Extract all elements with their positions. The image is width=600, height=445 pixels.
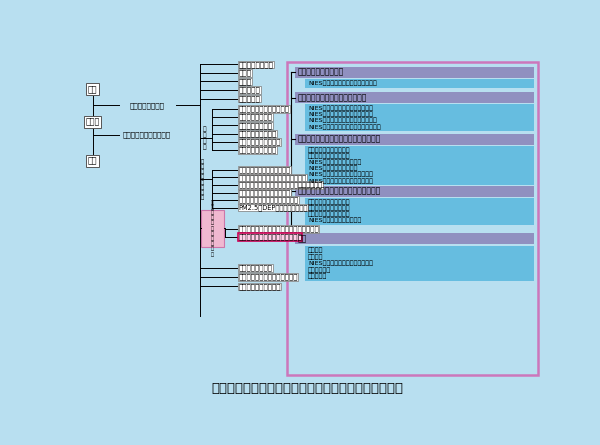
Text: 健康リスク評価研究室　室長：青木康展: 健康リスク評価研究室 室長：青木康展 [297,134,380,144]
FancyBboxPatch shape [305,104,534,131]
Text: 生物多様性研究プロジェクト: 生物多様性研究プロジェクト [238,189,290,196]
Text: 地球温暖化研究プロジェクト: 地球温暖化研究プロジェクト [238,166,290,173]
Text: 参与: 参与 [88,157,97,166]
Text: 重
点
プ
ロ
ジ
ェ
ク
ト: 重 点 プ ロ ジ ェ ク ト [200,159,203,200]
Text: 主任研究企画管室: 主任研究企画管室 [238,61,273,68]
Text: 環境ホルモン・ダイオキシン研究プロジェクト: 環境ホルモン・ダイオキシン研究プロジェクト [238,182,322,188]
Text: NIESポスドクフェロー：中村　卓: NIESポスドクフェロー：中村 卓 [308,178,373,184]
Text: NIESポスドクフェロー：　金再童: NIESポスドクフェロー： 金再童 [308,105,373,111]
Text: 地球環境研究センター: 地球環境研究センター [238,283,281,290]
Text: NIESポスドクフェロー：　金東明: NIESポスドクフェロー： 金東明 [308,112,373,117]
Text: 鈴木規之: 鈴木規之 [308,254,323,260]
Text: NIESフェロー：小松英司: NIESフェロー：小松英司 [308,166,358,171]
Text: PM2.5・DEP研究プロジェクト: PM2.5・DEP研究プロジェクト [238,204,308,211]
Text: NIESフェロー：松崎加奈恵: NIESフェロー：松崎加奈恵 [308,218,361,223]
FancyBboxPatch shape [305,246,534,281]
Text: 水土壌圏環境研究領域: 水土壌圏環境研究領域 [238,138,281,145]
Text: 主任研究員：　柏田祥策: 主任研究員： 柏田祥策 [308,212,350,217]
Text: センター長：中杉修身: センター長：中杉修身 [297,68,344,77]
Text: 成層圏オゾン層変動研究プロジェクト: 成層圏オゾン層変動研究プロジェクト [238,174,306,181]
Text: 首席研究官: 首席研究官 [238,95,260,102]
Text: 監事: 監事 [88,85,97,94]
Text: 研究員：　　　丸山著重: 研究員： 丸山著重 [308,154,350,159]
Text: NIESフェロー：天沼喜美子: NIESフェロー：天沼喜美子 [308,160,361,165]
Text: 主任研究員：　松本　理: 主任研究員： 松本 理 [308,147,350,153]
Text: 総務部: 総務部 [238,78,251,85]
Text: 生態リスク評価研究室　室長：五箇公一: 生態リスク評価研究室 室長：五箇公一 [297,186,380,196]
Text: NIESアシスタントフェロー：西川　希: NIESアシスタントフェロー：西川 希 [308,124,381,129]
Text: NIESポスドクフェロー：曹　紅域: NIESポスドクフェロー：曹 紅域 [308,261,373,266]
Text: 流域圏環境管理研究プロジェクト: 流域圏環境管理研究プロジェクト [238,197,298,203]
Text: 研
究
領
域: 研 究 領 域 [203,126,206,150]
Text: 主任研究員：　立田晴記: 主任研究員： 立田晴記 [308,206,350,211]
FancyBboxPatch shape [305,79,534,88]
Text: 循環型社会形成推進・廃棄物研究センター: 循環型社会形成推進・廃棄物研究センター [238,226,319,232]
FancyBboxPatch shape [295,186,534,197]
Text: 併任: 併任 [297,234,307,243]
Text: 理事長: 理事長 [86,117,100,126]
FancyBboxPatch shape [305,198,534,225]
Text: 後藤　純雄: 後藤 純雄 [308,274,328,279]
FancyBboxPatch shape [305,146,534,185]
Text: 統括研究官: 統括研究官 [238,87,260,93]
FancyBboxPatch shape [295,134,534,145]
FancyBboxPatch shape [295,92,534,103]
Text: NIESポスドクフェロー：橋本國子: NIESポスドクフェロー：橋本國子 [308,172,373,178]
Text: 主任研究員：　曽谷芳雄: 主任研究員： 曽谷芳雄 [308,199,350,205]
Text: 環境研究基盤技術ラボラトリー: 環境研究基盤技術ラボラトリー [238,274,298,280]
Text: 理事（企画・総務担当）: 理事（企画・総務担当） [123,132,171,138]
Text: 社会環境システム研究領域: 社会環境システム研究領域 [238,105,289,112]
Text: 政
策
研
究
対
応
型
セ
ン
タ
ー: 政 策 研 究 対 応 型 セ ン タ ー [211,200,214,257]
FancyBboxPatch shape [287,62,538,376]
FancyBboxPatch shape [202,210,224,247]
Text: 図１　国立環境研究所の組織と当センターの位置付け: 図１ 国立環境研究所の組織と当センターの位置付け [212,382,404,395]
Text: 監査室: 監査室 [238,69,251,76]
Text: 環境情報センター: 環境情報センター [238,265,272,271]
Text: 曝露評価研究室　室長：白石寛明: 曝露評価研究室 室長：白石寛明 [297,93,367,102]
Text: 大気圏環境研究領域: 大気圏環境研究領域 [238,130,277,137]
Text: NIESポスドクフェロー：　鈴木一寿: NIESポスドクフェロー： 鈴木一寿 [308,118,377,123]
Text: 化学環境研究領域: 化学環境研究領域 [238,114,272,121]
Text: NIESポスドクフェロー：　小川裕美: NIESポスドクフェロー： 小川裕美 [308,81,377,86]
Text: 化学物質環境リスク研究センター: 化学物質環境リスク研究センター [238,234,302,240]
Text: 生物圏環境研究領域: 生物圏環境研究領域 [238,147,277,154]
Text: 児　義徳: 児 義徳 [308,247,323,253]
FancyBboxPatch shape [295,67,534,78]
FancyBboxPatch shape [295,233,534,244]
Text: 平野　靖史郎: 平野 靖史郎 [308,267,331,273]
Text: 理事（研究担当）: 理事（研究担当） [130,102,164,109]
Text: 環境健康研究領域: 環境健康研究領域 [238,122,272,129]
